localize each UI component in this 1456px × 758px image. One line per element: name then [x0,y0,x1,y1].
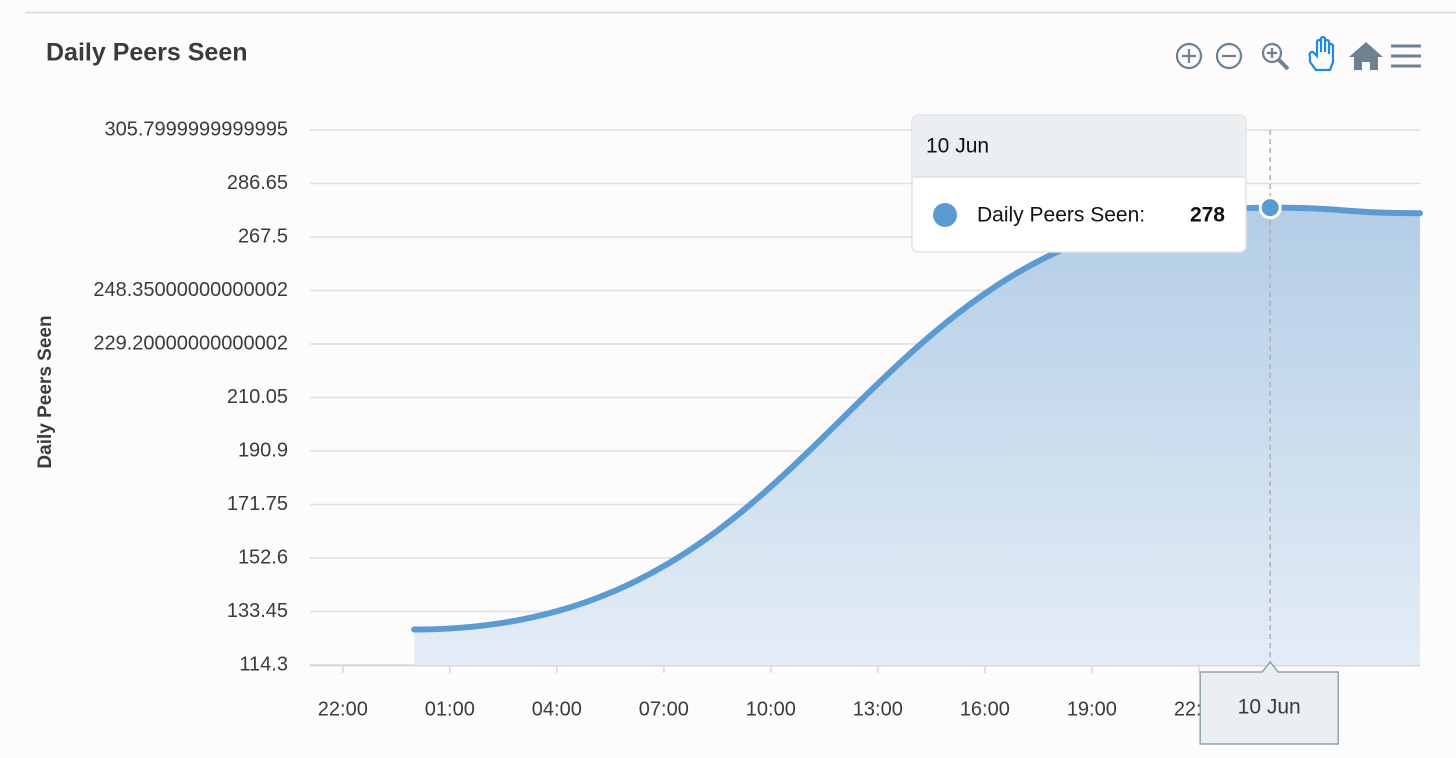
x-tick-label: 04:00 [532,698,582,720]
y-tick-label: 114.3 [239,653,288,675]
y-tick-label: 305.7999999999995 [104,118,288,140]
zoom-out-button[interactable] [1215,42,1243,70]
x-tick-label: 10:00 [746,698,796,720]
tooltip: 10 Jun Daily Peers Seen: 278 [911,114,1247,253]
plot: 114.3 133.45 152.6 171.75 190.9 210.05 229.200… [93,118,1423,720]
x-axis-tooltip: 10 Jun [1199,660,1339,745]
x-tick-label: 01:00 [425,698,475,720]
tooltip-label: Daily Peers Seen: [977,204,1145,227]
x-tick-label: 13:00 [853,698,903,720]
x-tick-label: 07:00 [639,698,689,720]
tooltip-value: 278 [1190,204,1225,227]
tooltip-header-bg [913,116,1245,177]
y-tick-label: 210.05 [227,386,288,408]
menu-button[interactable] [1391,44,1421,68]
y-tick-label: 133.45 [227,600,288,622]
x-tick-label: 22:00 [318,698,368,720]
y-tick-label: 286.65 [227,172,288,194]
tooltip-legend-marker [933,203,957,227]
x-axis-tooltip-label: 10 Jun [1238,696,1301,719]
y-tick-label: 171.75 [227,493,288,515]
y-tick-label: 267.5 [238,225,288,247]
x-tick-label: 16:00 [960,698,1010,720]
hover-marker [1258,196,1282,220]
chart-title: Daily Peers Seen [46,39,248,67]
y-tick-label: 229.20000000000002 [93,332,288,354]
zoom-button[interactable] [1261,42,1290,71]
y-axis-title: Daily Peers Seen [35,315,56,468]
x-axis-tooltip-box [1199,660,1339,745]
y-tick-label: 190.9 [238,439,288,461]
area-fill [414,207,1420,665]
area-line [411,204,1423,633]
toolbar [1175,35,1421,72]
x-tick-label: 19:00 [1067,698,1117,720]
y-tick-label: 248.35000000000002 [93,279,288,301]
pan-button[interactable] [1308,35,1335,72]
tooltip-title: 10 Jun [926,135,989,158]
y-tick-label: 152.6 [238,546,288,568]
zoom-in-button[interactable] [1175,42,1203,70]
reset-button[interactable] [1349,42,1383,70]
